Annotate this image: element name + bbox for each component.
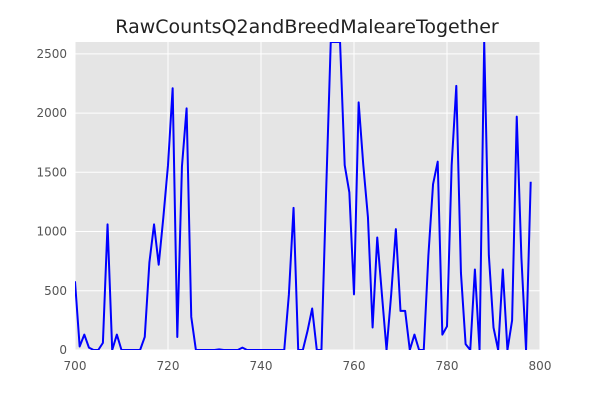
chart-title: RawCountsQ2andBreedMaleareTogether xyxy=(115,16,499,38)
plot-area xyxy=(75,42,540,350)
series-line xyxy=(75,42,532,350)
y-tick-label: 0 xyxy=(59,343,67,357)
grid xyxy=(74,42,541,351)
x-tick-label: 740 xyxy=(250,359,273,373)
y-tick-label: 1000 xyxy=(36,225,67,239)
x-tick-label: 700 xyxy=(64,359,87,373)
series-layer xyxy=(75,42,532,350)
y-tick-label: 2500 xyxy=(36,47,67,61)
y-tick-label: 2000 xyxy=(36,106,67,120)
x-tick-label: 800 xyxy=(529,359,552,373)
x-tick-label: 720 xyxy=(157,359,180,373)
y-axis: 0 500 1000 1500 2000 2500 xyxy=(36,47,67,357)
x-tick-label: 780 xyxy=(436,359,459,373)
x-tick-label: 760 xyxy=(343,359,366,373)
y-tick-label: 1500 xyxy=(36,165,67,179)
x-axis: 700 720 740 760 780 800 xyxy=(64,359,552,373)
y-tick-label: 500 xyxy=(44,284,67,298)
